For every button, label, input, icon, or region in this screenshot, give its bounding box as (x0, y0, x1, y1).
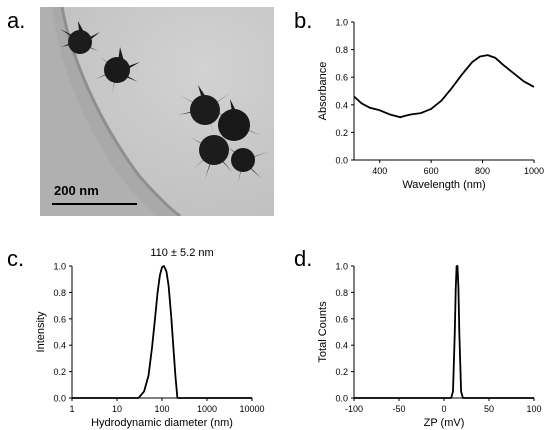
absorbance-chart: 0.0 0.2 0.4 0.6 0.8 1.0 400 600 800 1000 Wavelengt… (317, 18, 544, 192)
nanostar-6 (228, 147, 268, 183)
series-line (354, 265, 534, 399)
panel-letter-a: a. (7, 8, 26, 33)
y-tick-label: 1.0 (335, 262, 348, 272)
tem-image (40, 7, 274, 216)
nanostar-1 (60, 21, 100, 59)
chart-title: 110 ± 5.2 nm (150, 247, 213, 259)
y-tick-label: 0.4 (335, 341, 348, 351)
y-tick-label: 1.0 (335, 18, 348, 28)
y-tick-label: 0.0 (53, 394, 66, 404)
x-tick-label: 800 (475, 166, 490, 176)
series-line (72, 265, 252, 399)
y-tick-label: 0.2 (335, 367, 348, 377)
panel-letter-b: b. (294, 8, 313, 33)
panel-letter-c: c. (7, 246, 25, 271)
x-tick-label: 1000 (197, 404, 217, 414)
x-tick-label: 1000 (524, 166, 544, 176)
y-tick-label: 0.6 (335, 73, 348, 83)
y-tick-label: 0.4 (335, 100, 348, 110)
y-tick-label: 0.8 (335, 288, 348, 298)
x-tick-label: 1 (69, 404, 74, 414)
y-tick-label: 0.2 (335, 128, 348, 138)
y-tick-label: 0.0 (335, 156, 348, 166)
panel-letter-d: d. (294, 246, 313, 271)
y-tick-label: 0.4 (53, 341, 66, 351)
x-tick-label: 600 (424, 166, 439, 176)
x-tick-label: 100 (154, 404, 169, 414)
dls-size-chart: 0.0 0.2 0.4 0.6 0.8 1.0 1 10 100 1000 10000 Hydrody… (35, 247, 265, 429)
x-tick-label: -50 (392, 404, 405, 414)
scale-bar-label: 200 nm (54, 183, 99, 198)
x-tick-label: 0 (441, 404, 446, 414)
x-tick-label: -100 (345, 404, 363, 414)
nanostar-3 (178, 85, 230, 135)
zeta-potential-chart: 0.0 0.2 0.4 0.6 0.8 1.0 -100 -50 0 50 100 ZP (mV) To… (317, 262, 542, 430)
y-tick-label: 0.2 (53, 367, 66, 377)
x-tick-label: 100 (526, 404, 541, 414)
x-axis-label: ZP (mV) (424, 417, 465, 429)
y-tick-label: 0.6 (53, 314, 66, 324)
y-tick-label: 0.8 (53, 288, 66, 298)
series-line (353, 54, 535, 119)
y-tick-label: 1.0 (53, 262, 66, 272)
x-tick-label: 10 (112, 404, 122, 414)
x-tick-label: 50 (484, 404, 494, 414)
x-tick-label: 400 (372, 166, 387, 176)
nanostar-4 (218, 99, 260, 149)
y-tick-label: 0.6 (335, 314, 348, 324)
y-tick-label: 0.8 (335, 45, 348, 55)
y-tick-label: 0.0 (335, 394, 348, 404)
x-axis-label: Hydrodynamic diameter (nm) (91, 417, 233, 429)
scale-bar (52, 203, 137, 205)
tem-micrograph: 200 nm (40, 7, 274, 216)
y-axis-label: Total Counts (317, 301, 329, 363)
x-tick-label: 10000 (239, 404, 264, 414)
x-axis-label: Wavelength (nm) (402, 179, 485, 191)
y-axis-label: Intensity (35, 311, 47, 352)
nanostar-5 (190, 135, 232, 179)
nanostar-2 (96, 47, 140, 93)
y-axis-label: Absorbance (317, 62, 329, 121)
